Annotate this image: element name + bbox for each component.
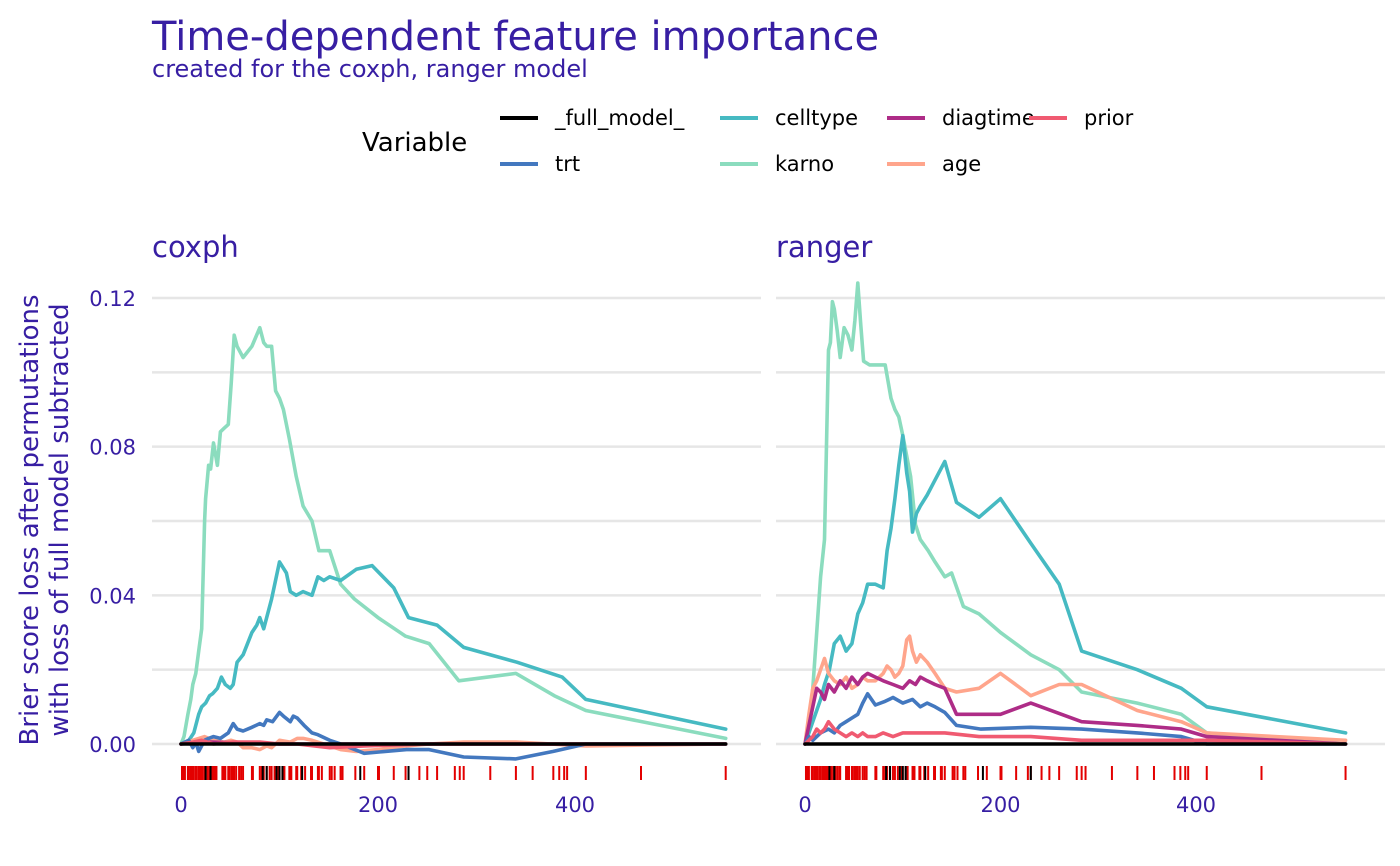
x-tick-label: 200 bbox=[980, 793, 1020, 817]
chart-subtitle: created for the coxph, ranger model bbox=[152, 55, 588, 83]
legend-item-age: age bbox=[887, 152, 981, 176]
series-line-karno bbox=[179, 325, 728, 746]
series-line-diagtime bbox=[803, 671, 1348, 746]
legend-title: Variable bbox=[362, 128, 467, 158]
series-line-celltype bbox=[803, 433, 1348, 746]
y-tick-label: 0.00 bbox=[89, 733, 136, 757]
panel-coxph: coxph 0.00 0.04 0.08 0.12 0 200 400 bbox=[89, 230, 761, 817]
y-tick-label: 0.12 bbox=[89, 287, 136, 311]
legend-item-prior: prior bbox=[1029, 106, 1134, 130]
panels: coxph 0.00 0.04 0.08 0.12 0 200 400 ranger 0 200 40… bbox=[89, 230, 1385, 817]
legend-item-trt: trt bbox=[500, 152, 580, 176]
legend-label: trt bbox=[555, 152, 580, 176]
x-tick-label: 200 bbox=[358, 793, 398, 817]
legend-label: _full_model_ bbox=[554, 106, 685, 131]
legend-item-diagtime: diagtime bbox=[887, 106, 1035, 130]
rug bbox=[804, 766, 1347, 780]
x-tick-label: 400 bbox=[555, 793, 595, 817]
legend-label: diagtime bbox=[942, 106, 1035, 130]
series-line-karno bbox=[803, 281, 1348, 746]
x-tick-label: 0 bbox=[174, 793, 187, 817]
panel-title: ranger bbox=[776, 230, 872, 264]
legend: Variable _full_model_trt celltype karno dia… bbox=[362, 106, 1134, 176]
y-axis-label-line-1: Brier score loss after permutations bbox=[15, 294, 45, 745]
legend-item-karno: karno bbox=[720, 152, 834, 176]
legend-label: age bbox=[942, 152, 981, 176]
y-tick-label: 0.08 bbox=[89, 436, 136, 460]
legend-label: karno bbox=[775, 152, 834, 176]
legend-label: prior bbox=[1084, 106, 1134, 130]
panel-title: coxph bbox=[152, 230, 239, 264]
y-tick-label: 0.04 bbox=[89, 584, 136, 608]
legend-item-fullmodel: _full_model_ bbox=[500, 106, 685, 131]
legend-label: celltype bbox=[775, 106, 858, 130]
legend-item-celltype: celltype bbox=[720, 106, 858, 130]
series-line-age bbox=[803, 634, 1348, 746]
series-line-prior bbox=[803, 719, 1348, 746]
series-line-celltype bbox=[179, 560, 728, 746]
chart-title: Time-dependent feature importance bbox=[151, 14, 879, 60]
x-tick-label: 400 bbox=[1176, 793, 1216, 817]
x-tick-label: 0 bbox=[798, 793, 811, 817]
series-line-trt bbox=[179, 710, 728, 761]
y-axis-label-line-2: with loss of full model subtracted bbox=[45, 303, 75, 736]
rug bbox=[180, 766, 727, 780]
panel-ranger: ranger 0 200 400 bbox=[776, 230, 1385, 817]
y-axis-label: Brier score loss after permutations with… bbox=[15, 294, 75, 745]
